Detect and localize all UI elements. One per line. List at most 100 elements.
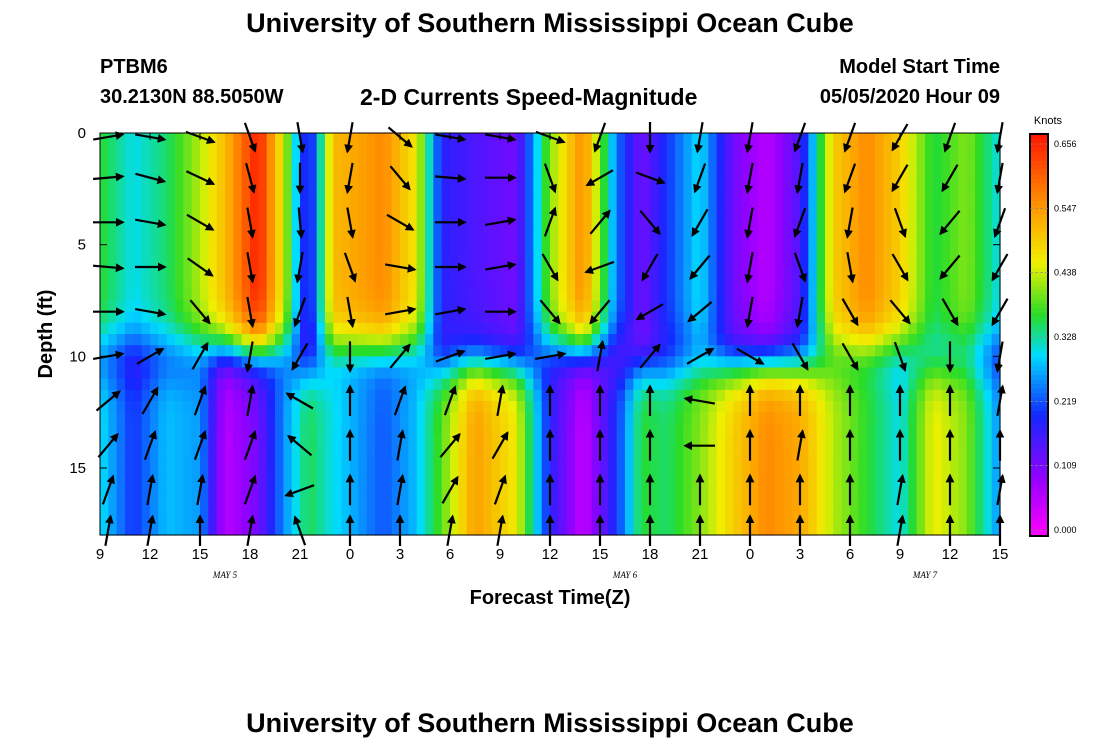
heatmap-cell <box>825 423 834 436</box>
heatmap-cell <box>925 445 934 458</box>
heatmap-cell <box>233 367 243 380</box>
heatmap-cell <box>758 523 768 536</box>
heatmap-cell <box>558 356 568 369</box>
heatmap-cell <box>116 311 126 324</box>
heatmap-cell <box>300 300 309 313</box>
heatmap-cell <box>333 445 343 458</box>
heatmap-cell <box>825 244 834 257</box>
current-vectors <box>93 122 1009 546</box>
heatmap-cell <box>283 144 293 156</box>
heatmap-cell <box>158 144 168 156</box>
heatmap-cell <box>616 523 626 536</box>
heatmap-cell <box>825 222 834 235</box>
heatmap-cell <box>633 423 643 436</box>
heatmap-cell <box>583 211 593 223</box>
heatmap-cell <box>950 144 959 156</box>
heatmap-cell <box>800 334 809 346</box>
heatmap-cell <box>858 512 868 525</box>
heatmap-cell <box>666 144 676 156</box>
heatmap-cell <box>241 334 251 346</box>
heatmap-cell <box>350 144 359 156</box>
heatmap-cell <box>916 456 926 469</box>
heatmap-cell <box>166 300 176 313</box>
heatmap-cell <box>716 389 726 402</box>
heatmap-cell <box>100 479 109 491</box>
heatmap-cell <box>966 311 976 324</box>
heatmap-cell <box>483 222 493 235</box>
heatmap-cell <box>325 222 334 235</box>
heatmap-cell <box>766 512 776 525</box>
heatmap-cell <box>916 155 926 168</box>
heatmap-cell <box>475 322 484 335</box>
heatmap-cell <box>358 490 368 503</box>
heatmap-cell <box>258 401 268 413</box>
heatmap-cell <box>158 300 168 313</box>
heatmap-cell <box>258 501 268 514</box>
heatmap-cell <box>516 255 526 268</box>
current-vector <box>687 301 713 323</box>
heatmap-cell <box>541 334 551 346</box>
heatmap-cell <box>600 233 609 246</box>
heatmap-cell <box>833 367 843 380</box>
heatmap-cell <box>675 445 684 458</box>
heatmap-cell <box>850 211 859 223</box>
heatmap-cell <box>966 255 976 268</box>
heatmap-cell <box>325 144 334 156</box>
heatmap-cell <box>908 311 918 324</box>
heatmap-cell <box>825 155 834 168</box>
heatmap-cell <box>266 501 276 514</box>
heatmap-cell <box>875 177 884 190</box>
heatmap-cell <box>550 378 559 391</box>
heatmap-cell <box>258 267 268 279</box>
heatmap-cell <box>958 445 968 458</box>
heatmap-cell <box>416 389 426 402</box>
heatmap-cell <box>325 166 334 179</box>
colorbar-swatch <box>1030 500 1048 506</box>
heatmap-cell <box>558 322 568 335</box>
heatmap-cell <box>458 412 468 424</box>
heatmap-cell <box>900 233 909 246</box>
heatmap-cell <box>775 133 784 145</box>
heatmap-cell <box>816 445 826 458</box>
heatmap-cell <box>850 490 859 503</box>
heatmap-cell <box>591 166 601 179</box>
heatmap-cell <box>858 278 868 290</box>
heatmap-cell <box>908 188 918 201</box>
colorbar-swatch <box>1030 415 1048 421</box>
heatmap-cell <box>133 133 143 145</box>
heatmap-cell <box>500 389 509 402</box>
heatmap-cell <box>950 479 959 491</box>
heatmap-cell <box>483 300 493 313</box>
heatmap-cell <box>183 334 193 346</box>
heatmap-cell <box>491 345 501 357</box>
heatmap-cell <box>566 200 576 212</box>
heatmap-cell <box>191 412 201 424</box>
heatmap-cell <box>591 401 601 413</box>
heatmap-cell <box>941 188 951 201</box>
heatmap-cell <box>241 133 251 145</box>
heatmap-cell <box>516 289 526 302</box>
heatmap-cell <box>391 367 401 380</box>
heatmap-cell <box>358 222 368 235</box>
heatmap-cell <box>241 144 251 156</box>
heatmap-cell <box>691 412 701 424</box>
heatmap-cell <box>941 133 951 145</box>
heatmap-cell <box>358 166 368 179</box>
heatmap-cell <box>975 166 984 179</box>
heatmap-cell <box>250 222 259 235</box>
colorbar-swatch <box>1030 201 1048 207</box>
heatmap-cell <box>366 155 376 168</box>
heatmap-cell <box>716 378 726 391</box>
heatmap-cell <box>191 378 201 391</box>
heatmap-cell <box>475 412 484 424</box>
heatmap-cell <box>375 512 384 525</box>
heatmap-cell <box>691 211 701 223</box>
heatmap-cell <box>625 278 634 290</box>
heatmap-cell <box>275 389 284 402</box>
heatmap-cell <box>783 244 793 257</box>
heatmap-cell <box>750 434 759 447</box>
heatmap-cell <box>750 278 759 290</box>
heatmap-cell <box>300 434 309 447</box>
heatmap-cell <box>500 423 509 436</box>
heatmap-cell <box>333 512 343 525</box>
